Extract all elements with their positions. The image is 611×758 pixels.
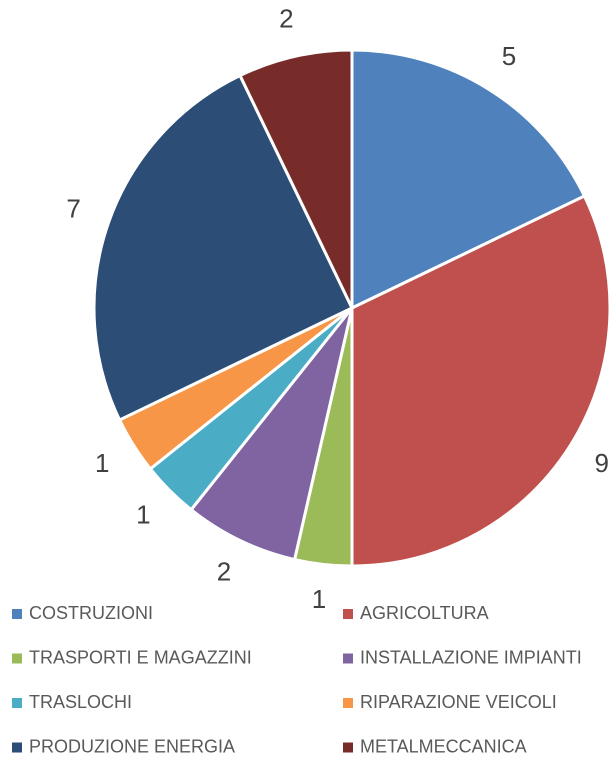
- legend-marker: [343, 698, 353, 708]
- data-label: 2: [279, 3, 293, 33]
- data-label: 1: [95, 448, 109, 478]
- data-label: 7: [66, 193, 80, 223]
- legend-marker: [343, 653, 353, 664]
- legend-marker: [12, 609, 22, 619]
- legend-marker: [12, 653, 22, 664]
- data-label: 5: [502, 41, 516, 71]
- pie-slice: [92, 73, 355, 422]
- legend-marker: [12, 742, 22, 753]
- legend-label: TRASPORTI E MAGAZZINI: [29, 647, 252, 667]
- pie-slice: [238, 48, 354, 309]
- legend-label: INSTALLAZIONE IMPIANTI: [360, 647, 582, 667]
- legend-label: COSTRUZIONI: [29, 603, 153, 623]
- data-label: 9: [595, 448, 609, 478]
- data-label: 1: [136, 499, 150, 529]
- legend-marker: [12, 698, 22, 708]
- legend-label: TRASLOCHI: [29, 692, 132, 712]
- pie-slice: [350, 48, 587, 311]
- legend-label: METALMECCANICA: [360, 736, 527, 756]
- legend-label: PRODUZIONE ENERGIA: [29, 736, 235, 756]
- legend-label: RIPARAZIONE VEICOLI: [360, 692, 557, 712]
- legend-label: AGRICOLTURA: [360, 603, 489, 623]
- legend-marker: [343, 609, 353, 619]
- pie-slice: [350, 194, 611, 568]
- data-label: 1: [312, 584, 326, 614]
- legend-marker: [343, 742, 353, 753]
- pie-slice: [189, 307, 354, 562]
- data-label: 2: [217, 557, 231, 587]
